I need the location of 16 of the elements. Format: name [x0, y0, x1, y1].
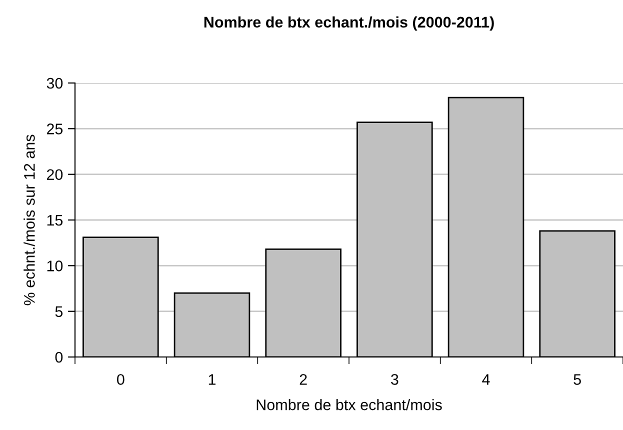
- x-tick-label: 1: [208, 374, 216, 385]
- x-tick-label: 4: [482, 374, 490, 385]
- y-tick-label: 0: [55, 352, 63, 363]
- y-tick-label: 5: [55, 306, 63, 318]
- chart-title: Nombre de btx echant./mois (2000-2011): [204, 16, 494, 31]
- y-axis-title: % echnt./mois sur 12 ans: [24, 134, 35, 306]
- x-tick-label: 5: [574, 374, 581, 385]
- y-tick-label: 30: [46, 78, 63, 89]
- x-tick-label: 0: [117, 374, 124, 385]
- y-tick-label: 20: [46, 169, 63, 180]
- y-tick-label: 15: [47, 215, 63, 226]
- y-tick-label: 25: [46, 124, 63, 134]
- x-tick-label: 2: [300, 374, 307, 385]
- x-tick-label: 3: [391, 374, 398, 385]
- x-axis-title: Nombre de btx echant/mois: [256, 399, 442, 410]
- y-tick-label: 10: [47, 260, 63, 272]
